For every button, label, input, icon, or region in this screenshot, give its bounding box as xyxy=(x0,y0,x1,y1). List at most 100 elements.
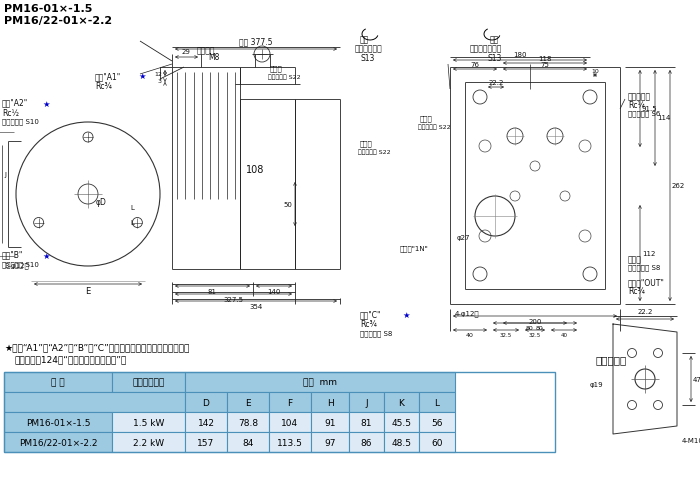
Text: 91.5: 91.5 xyxy=(642,106,657,112)
Bar xyxy=(4,412,112,432)
Text: 排气口: 排气口 xyxy=(628,254,642,264)
Text: 22.2: 22.2 xyxy=(637,308,652,314)
Text: 80: 80 xyxy=(526,325,534,330)
Text: 40: 40 xyxy=(466,332,474,337)
Text: ★: ★ xyxy=(42,251,50,261)
Text: ★接口“A1”、“A2”、“B”、“C”按安装姿势不同使用目的也不同。: ★接口“A1”、“A2”、“B”、“C”按安装姿势不同使用目的也不同。 xyxy=(4,342,190,351)
Text: 91: 91 xyxy=(324,418,336,427)
Text: 详情请参见124页“电机泵使用注意事项”。: 详情请参见124页“电机泵使用注意事项”。 xyxy=(14,354,126,363)
Bar xyxy=(349,392,384,412)
Bar xyxy=(311,432,349,452)
Text: 97: 97 xyxy=(324,438,336,447)
Bar xyxy=(269,412,311,432)
Text: H: H xyxy=(327,398,333,407)
Text: 起吊螺钉: 起吊螺钉 xyxy=(197,46,216,55)
Bar xyxy=(185,412,227,432)
Text: 油塞内六角 S10: 油塞内六角 S10 xyxy=(2,261,39,267)
Text: 157: 157 xyxy=(197,438,215,447)
Bar xyxy=(185,432,227,452)
Bar xyxy=(185,392,227,412)
Text: 114: 114 xyxy=(657,115,671,121)
Text: 60: 60 xyxy=(431,438,443,447)
Text: PM16-01×-1.5: PM16-01×-1.5 xyxy=(4,4,92,14)
Text: 80: 80 xyxy=(536,325,544,330)
Text: 22.2: 22.2 xyxy=(489,80,504,86)
Text: 加油口: 加油口 xyxy=(270,65,283,72)
Text: 327.5: 327.5 xyxy=(223,296,243,303)
Text: 45.5: 45.5 xyxy=(391,418,412,427)
Text: φ27: φ27 xyxy=(457,235,470,241)
Text: J: J xyxy=(4,172,6,178)
Text: 油塞内六角 S10: 油塞内六角 S10 xyxy=(2,118,39,124)
Bar xyxy=(185,372,455,392)
Text: F: F xyxy=(288,398,293,407)
Text: 48.5: 48.5 xyxy=(391,438,412,447)
Text: 3-φ12孔: 3-φ12孔 xyxy=(4,262,29,268)
Text: 尺寸  mm: 尺寸 mm xyxy=(303,378,337,386)
Text: 输出口"OUT": 输出口"OUT" xyxy=(628,278,665,286)
Text: 吸入口详情: 吸入口详情 xyxy=(595,354,626,364)
Text: S13: S13 xyxy=(360,54,374,63)
Text: 油塞内六角 S22: 油塞内六角 S22 xyxy=(418,124,451,129)
Text: 4-M10深17: 4-M10深17 xyxy=(682,436,700,443)
Bar xyxy=(227,392,269,412)
Text: 10: 10 xyxy=(591,69,599,74)
Text: PM16-01×-1.5: PM16-01×-1.5 xyxy=(26,418,90,427)
Text: E: E xyxy=(85,286,90,295)
Text: 接口"B": 接口"B" xyxy=(2,249,23,259)
Text: 104: 104 xyxy=(281,418,299,427)
Text: 47.6: 47.6 xyxy=(693,376,700,382)
Bar xyxy=(227,432,269,452)
Text: ★: ★ xyxy=(402,310,409,319)
Text: 40: 40 xyxy=(561,332,568,337)
Text: 75: 75 xyxy=(540,62,550,68)
Text: 接口"A2": 接口"A2" xyxy=(2,98,28,107)
Bar xyxy=(311,412,349,432)
Text: 吸入口"1N": 吸入口"1N" xyxy=(400,244,428,251)
Bar xyxy=(4,392,185,412)
Text: Rc¼: Rc¼ xyxy=(628,101,645,110)
Bar xyxy=(419,432,455,452)
Text: 76: 76 xyxy=(470,62,480,68)
Bar xyxy=(112,412,185,432)
Text: Rc¾: Rc¾ xyxy=(360,319,377,328)
Bar xyxy=(349,432,384,452)
Text: 262: 262 xyxy=(672,183,685,189)
Bar xyxy=(269,432,311,452)
Text: 142: 142 xyxy=(197,418,214,427)
Bar xyxy=(419,412,455,432)
Text: 3: 3 xyxy=(158,79,162,84)
Text: 4-φ12孔: 4-φ12孔 xyxy=(455,309,480,316)
Bar xyxy=(419,392,455,412)
Text: 84: 84 xyxy=(242,438,253,447)
Bar xyxy=(269,392,311,412)
Bar xyxy=(112,372,185,392)
Text: 81: 81 xyxy=(207,288,216,294)
Bar xyxy=(4,372,112,392)
Text: 113.5: 113.5 xyxy=(277,438,303,447)
Text: 2.2 kW: 2.2 kW xyxy=(133,438,164,447)
Text: φ19: φ19 xyxy=(589,381,603,387)
Text: 86: 86 xyxy=(360,438,372,447)
Text: E: E xyxy=(245,398,251,407)
Text: K: K xyxy=(398,398,405,407)
Text: 118: 118 xyxy=(538,56,552,62)
Text: 200: 200 xyxy=(528,318,542,325)
Text: 接口"A1": 接口"A1" xyxy=(95,72,121,81)
Bar xyxy=(4,432,112,452)
Text: 油塞内六角 S6: 油塞内六角 S6 xyxy=(628,110,660,116)
Text: 升压: 升压 xyxy=(360,35,370,44)
Text: PM16/22-01×-2.2: PM16/22-01×-2.2 xyxy=(4,16,112,26)
Text: Rc¾: Rc¾ xyxy=(628,286,645,295)
Bar xyxy=(384,392,419,412)
Text: 加油口: 加油口 xyxy=(360,140,373,146)
Text: 压力检测口: 压力检测口 xyxy=(628,92,651,101)
Text: 油塞内六角 S8: 油塞内六角 S8 xyxy=(628,264,660,270)
Text: 32.5: 32.5 xyxy=(500,332,512,337)
Text: 压力调节螺鑉: 压力调节螺鑉 xyxy=(355,44,383,53)
Text: 最大 377.5: 最大 377.5 xyxy=(239,37,273,46)
Text: J: J xyxy=(365,398,368,407)
Text: ★: ★ xyxy=(42,100,50,109)
Text: φD: φD xyxy=(96,198,107,206)
Text: 油塞内六角 S8: 油塞内六角 S8 xyxy=(360,329,393,336)
